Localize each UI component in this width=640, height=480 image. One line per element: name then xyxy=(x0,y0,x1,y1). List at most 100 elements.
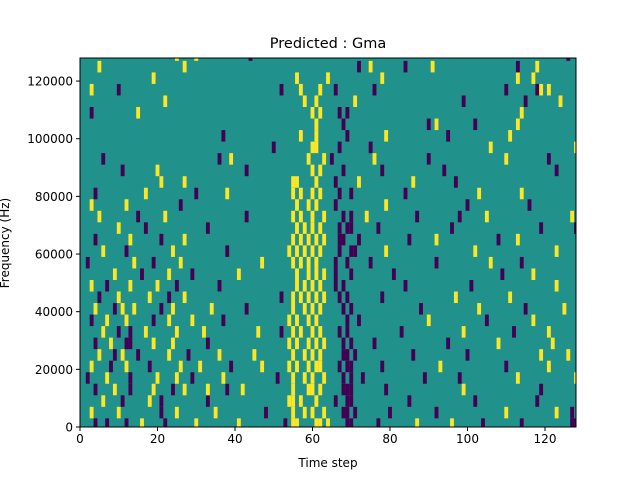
heatmap-cell xyxy=(314,360,319,373)
heatmap-cell xyxy=(202,326,206,338)
heatmap-cell xyxy=(415,210,420,223)
y-tick-label: 80000 xyxy=(35,190,73,204)
heatmap-cell xyxy=(244,164,249,177)
heatmap-cell xyxy=(341,210,346,223)
heatmap-cell xyxy=(124,418,129,427)
heatmap-cell xyxy=(380,164,385,177)
heatmap-cell xyxy=(341,383,346,396)
heatmap-cell xyxy=(345,383,350,396)
heatmap-cell xyxy=(318,360,323,373)
heatmap-cell xyxy=(217,349,222,361)
heatmap-cell xyxy=(357,176,361,188)
heatmap-cell xyxy=(411,349,416,361)
heatmap-cell xyxy=(318,303,323,315)
heatmap-cell xyxy=(384,199,389,211)
heatmap-cell xyxy=(322,268,327,280)
heatmap-cell xyxy=(318,83,323,96)
heatmap-cell xyxy=(260,360,265,373)
heatmap-cell xyxy=(147,291,152,304)
heatmap-cell xyxy=(298,187,303,200)
heatmap-cell xyxy=(345,395,350,407)
heatmap-cell xyxy=(318,418,323,427)
heatmap-cell xyxy=(310,349,315,361)
heatmap-cell xyxy=(345,291,350,304)
heatmap-cell xyxy=(244,210,249,223)
heatmap-cell xyxy=(473,118,478,131)
heatmap-cell xyxy=(116,406,121,419)
heatmap-cell xyxy=(333,256,338,269)
heatmap-cell xyxy=(357,233,361,246)
heatmap-cell xyxy=(310,406,315,419)
heatmap-cell xyxy=(384,130,389,142)
heatmap-cell xyxy=(519,187,524,200)
heatmap-cell xyxy=(109,337,113,350)
heatmap-cell xyxy=(539,83,544,96)
heatmap-cell xyxy=(298,83,303,96)
heatmap-cell xyxy=(426,118,431,131)
heatmap-cell xyxy=(198,360,203,373)
heatmap-cell xyxy=(306,268,311,280)
heatmap-cell xyxy=(159,395,164,407)
heatmap-cell xyxy=(496,337,501,350)
heatmap-cell xyxy=(341,372,346,384)
heatmap-cell xyxy=(442,164,447,177)
heatmap-cell xyxy=(120,164,125,177)
heatmap-cell xyxy=(349,418,354,427)
heatmap-cell xyxy=(415,418,420,427)
heatmap-cell xyxy=(248,58,253,61)
heatmap-cell xyxy=(264,406,268,419)
heatmap-cell xyxy=(357,60,361,73)
heatmap-cell xyxy=(333,279,338,292)
heatmap-cell xyxy=(407,395,412,407)
heatmap-cell xyxy=(291,395,296,407)
heatmap-cell xyxy=(461,95,466,108)
heatmap-cell xyxy=(314,130,319,142)
heatmap-cell xyxy=(453,176,458,188)
heatmap-cell xyxy=(322,233,327,246)
heatmap-cell xyxy=(333,395,338,407)
heatmap-cell xyxy=(562,303,567,315)
heatmap-cell xyxy=(229,360,234,373)
heatmap-cell xyxy=(477,187,482,200)
x-tick-label: 20 xyxy=(150,432,165,446)
heatmap-cell xyxy=(473,395,478,407)
heatmap-cell xyxy=(89,360,94,373)
heatmap-cell xyxy=(167,349,172,361)
heatmap-cell xyxy=(465,199,470,211)
heatmap-cell xyxy=(298,395,303,407)
heatmap-cell xyxy=(496,233,501,246)
heatmap-cell xyxy=(287,395,292,407)
heatmap-cell xyxy=(159,303,164,315)
heatmap-cell xyxy=(504,360,509,373)
heatmap-cell xyxy=(116,326,121,338)
heatmap-cell xyxy=(295,314,299,327)
heatmap-cell xyxy=(124,199,129,211)
heatmap-cell xyxy=(515,72,520,84)
heatmap-cell xyxy=(298,291,303,304)
heatmap-cell xyxy=(314,233,319,246)
heatmap-cell xyxy=(252,349,257,361)
heatmap-background xyxy=(80,58,576,427)
heatmap-cell xyxy=(504,406,509,419)
heatmap-cell xyxy=(298,130,303,142)
heatmap-cell xyxy=(194,418,199,427)
heatmap-cell xyxy=(174,326,179,338)
heatmap-cell xyxy=(291,406,296,419)
heatmap-cell xyxy=(89,314,94,327)
heatmap-cell xyxy=(337,360,342,373)
heatmap-cell xyxy=(419,303,423,315)
heatmap-cell xyxy=(291,326,296,338)
heatmap-cell xyxy=(97,210,102,223)
heatmap-cell xyxy=(539,349,544,361)
heatmap-cell xyxy=(105,418,110,427)
heatmap-cell xyxy=(310,164,315,177)
heatmap-cell xyxy=(178,360,183,373)
heatmap-cell xyxy=(504,83,509,96)
heatmap-cell xyxy=(89,83,94,96)
heatmap-cell xyxy=(508,130,513,142)
heatmap-cell xyxy=(337,245,342,257)
heatmap-cell xyxy=(391,268,396,280)
heatmap-cell xyxy=(287,360,292,373)
heatmap-cell xyxy=(384,383,389,396)
heatmap-cell xyxy=(574,418,576,427)
